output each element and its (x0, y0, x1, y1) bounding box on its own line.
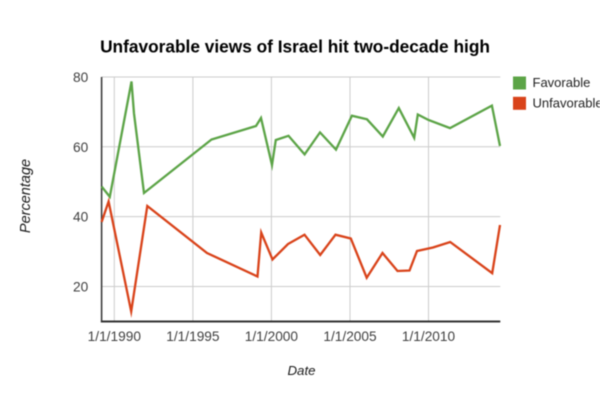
svg-text:Unfavorable: Unfavorable (533, 95, 600, 110)
svg-text:1/1/1990: 1/1/1990 (88, 329, 142, 344)
svg-text:Favorable: Favorable (533, 75, 591, 90)
svg-text:Date: Date (287, 363, 315, 378)
svg-text:80: 80 (73, 70, 89, 85)
svg-text:1/1/2000: 1/1/2000 (245, 329, 299, 344)
svg-text:60: 60 (73, 140, 89, 155)
svg-text:1/1/2010: 1/1/2010 (402, 329, 456, 344)
svg-text:40: 40 (73, 210, 89, 225)
svg-text:1/1/2005: 1/1/2005 (323, 329, 377, 344)
svg-text:Unfavorable views of Israel hi: Unfavorable views of Israel hit two-deca… (100, 37, 490, 57)
svg-text:20: 20 (73, 280, 89, 295)
svg-text:1/1/1995: 1/1/1995 (166, 329, 220, 344)
svg-text:Percentage: Percentage (18, 159, 34, 233)
